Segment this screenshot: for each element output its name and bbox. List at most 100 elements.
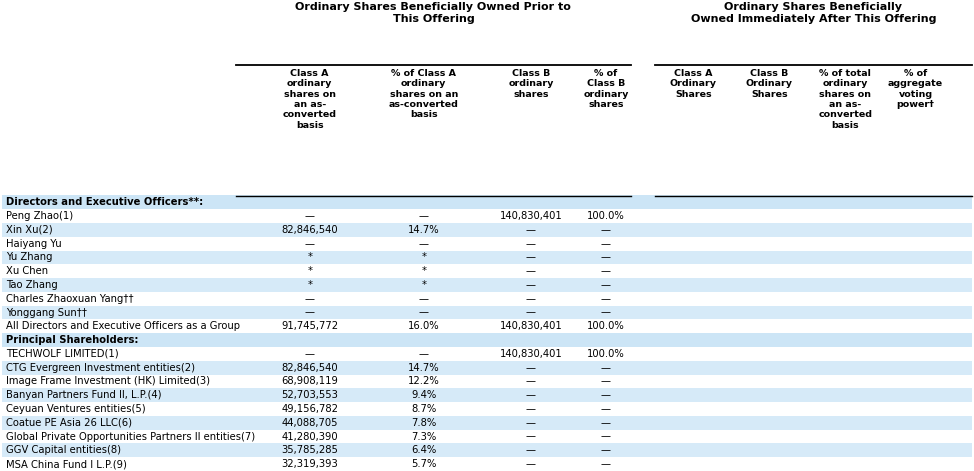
Text: 35,785,285: 35,785,285 [281,446,338,455]
Text: Peng Zhao(1): Peng Zhao(1) [6,211,73,221]
Text: 82,846,540: 82,846,540 [281,225,338,235]
Text: Yu Zhang: Yu Zhang [6,252,53,262]
Text: 100.0%: 100.0% [587,211,624,221]
Text: Class B
Ordinary
Shares: Class B Ordinary Shares [746,69,793,98]
Bar [2,278,972,292]
Text: Haiyang Yu: Haiyang Yu [6,239,61,249]
Text: Global Private Opportunities Partners II entities(7): Global Private Opportunities Partners II… [6,431,255,441]
Text: —: — [601,376,611,386]
Bar [2,237,972,251]
Text: 140,830,401: 140,830,401 [500,349,562,359]
Bar [2,292,972,306]
Text: 68,908,119: 68,908,119 [281,376,338,386]
Text: —: — [526,431,536,441]
Text: Xin Xu(2): Xin Xu(2) [6,225,53,235]
Bar [2,195,972,209]
Bar [2,361,972,374]
Bar [2,430,972,444]
Text: —: — [526,266,536,276]
Text: 8.7%: 8.7% [411,404,436,414]
Text: 7.8%: 7.8% [411,418,436,428]
Text: —: — [601,390,611,400]
Text: 12.2%: 12.2% [408,376,439,386]
Text: 82,846,540: 82,846,540 [281,363,338,373]
Text: —: — [526,239,536,249]
Text: Class A
ordinary
shares on
an as-
converted
basis: Class A ordinary shares on an as- conver… [282,69,337,130]
Text: 32,319,393: 32,319,393 [281,459,338,469]
Text: % of Class A
ordinary
shares on an
as-converted
basis: % of Class A ordinary shares on an as-co… [389,69,459,119]
Text: Tao Zhang: Tao Zhang [6,280,57,290]
Bar [2,416,972,430]
Text: —: — [526,446,536,455]
Bar [2,0,972,195]
Text: 44,088,705: 44,088,705 [281,418,338,428]
Bar [2,333,972,347]
Text: —: — [526,252,536,262]
Text: —: — [601,363,611,373]
Text: Directors and Executive Officers**:: Directors and Executive Officers**: [6,197,204,207]
Text: —: — [601,308,611,317]
Bar [2,388,972,402]
Text: 140,830,401: 140,830,401 [500,211,562,221]
Text: Principal Shareholders:: Principal Shareholders: [6,335,138,345]
Text: *: * [421,280,427,290]
Text: 7.3%: 7.3% [411,431,436,441]
Text: *: * [307,252,313,262]
Text: 16.0%: 16.0% [408,321,439,331]
Text: Charles Zhaoxuan Yang††: Charles Zhaoxuan Yang†† [6,294,133,304]
Bar [2,319,972,333]
Text: *: * [421,252,427,262]
Text: —: — [526,280,536,290]
Text: 5.7%: 5.7% [411,459,436,469]
Text: —: — [601,225,611,235]
Text: —: — [601,418,611,428]
Text: 41,280,390: 41,280,390 [281,431,338,441]
Bar [2,306,972,319]
Text: *: * [307,266,313,276]
Text: —: — [305,211,315,221]
Text: —: — [601,446,611,455]
Text: 52,703,553: 52,703,553 [281,390,338,400]
Text: All Directors and Executive Officers as a Group: All Directors and Executive Officers as … [6,321,240,331]
Text: 91,745,772: 91,745,772 [281,321,338,331]
Text: Ordinary Shares Beneficially Owned Prior to
This Offering: Ordinary Shares Beneficially Owned Prior… [295,2,572,24]
Bar [2,457,972,471]
Text: 6.4%: 6.4% [411,446,436,455]
Text: MSA China Fund I L.P.(9): MSA China Fund I L.P.(9) [6,459,127,469]
Text: —: — [601,404,611,414]
Bar [2,209,972,223]
Text: —: — [526,294,536,304]
Text: TECHWOLF LIMITED(1): TECHWOLF LIMITED(1) [6,349,119,359]
Text: —: — [526,363,536,373]
Text: —: — [601,431,611,441]
Text: Yonggang Sun††: Yonggang Sun†† [6,308,87,317]
Text: —: — [526,418,536,428]
Text: —: — [601,266,611,276]
Text: Class A
Ordinary
Shares: Class A Ordinary Shares [670,69,717,98]
Text: —: — [305,349,315,359]
Text: Class B
ordinary
shares: Class B ordinary shares [508,69,553,98]
Text: —: — [601,252,611,262]
Text: Banyan Partners Fund II, L.P.(4): Banyan Partners Fund II, L.P.(4) [6,390,162,400]
Text: 14.7%: 14.7% [408,225,439,235]
Text: —: — [526,225,536,235]
Text: 9.4%: 9.4% [411,390,436,400]
Text: —: — [305,239,315,249]
Text: —: — [601,280,611,290]
Bar [2,374,972,388]
Text: —: — [305,308,315,317]
Text: Ceyuan Ventures entities(5): Ceyuan Ventures entities(5) [6,404,145,414]
Text: % of
aggregate
voting
power†: % of aggregate voting power† [888,69,943,109]
Text: —: — [526,390,536,400]
Text: —: — [305,294,315,304]
Text: *: * [421,266,427,276]
Text: 49,156,782: 49,156,782 [281,404,338,414]
Bar [2,402,972,416]
Text: Coatue PE Asia 26 LLC(6): Coatue PE Asia 26 LLC(6) [6,418,131,428]
Text: —: — [601,239,611,249]
Text: —: — [419,349,429,359]
Bar [2,444,972,457]
Text: —: — [526,376,536,386]
Text: —: — [419,294,429,304]
Bar [2,223,972,237]
